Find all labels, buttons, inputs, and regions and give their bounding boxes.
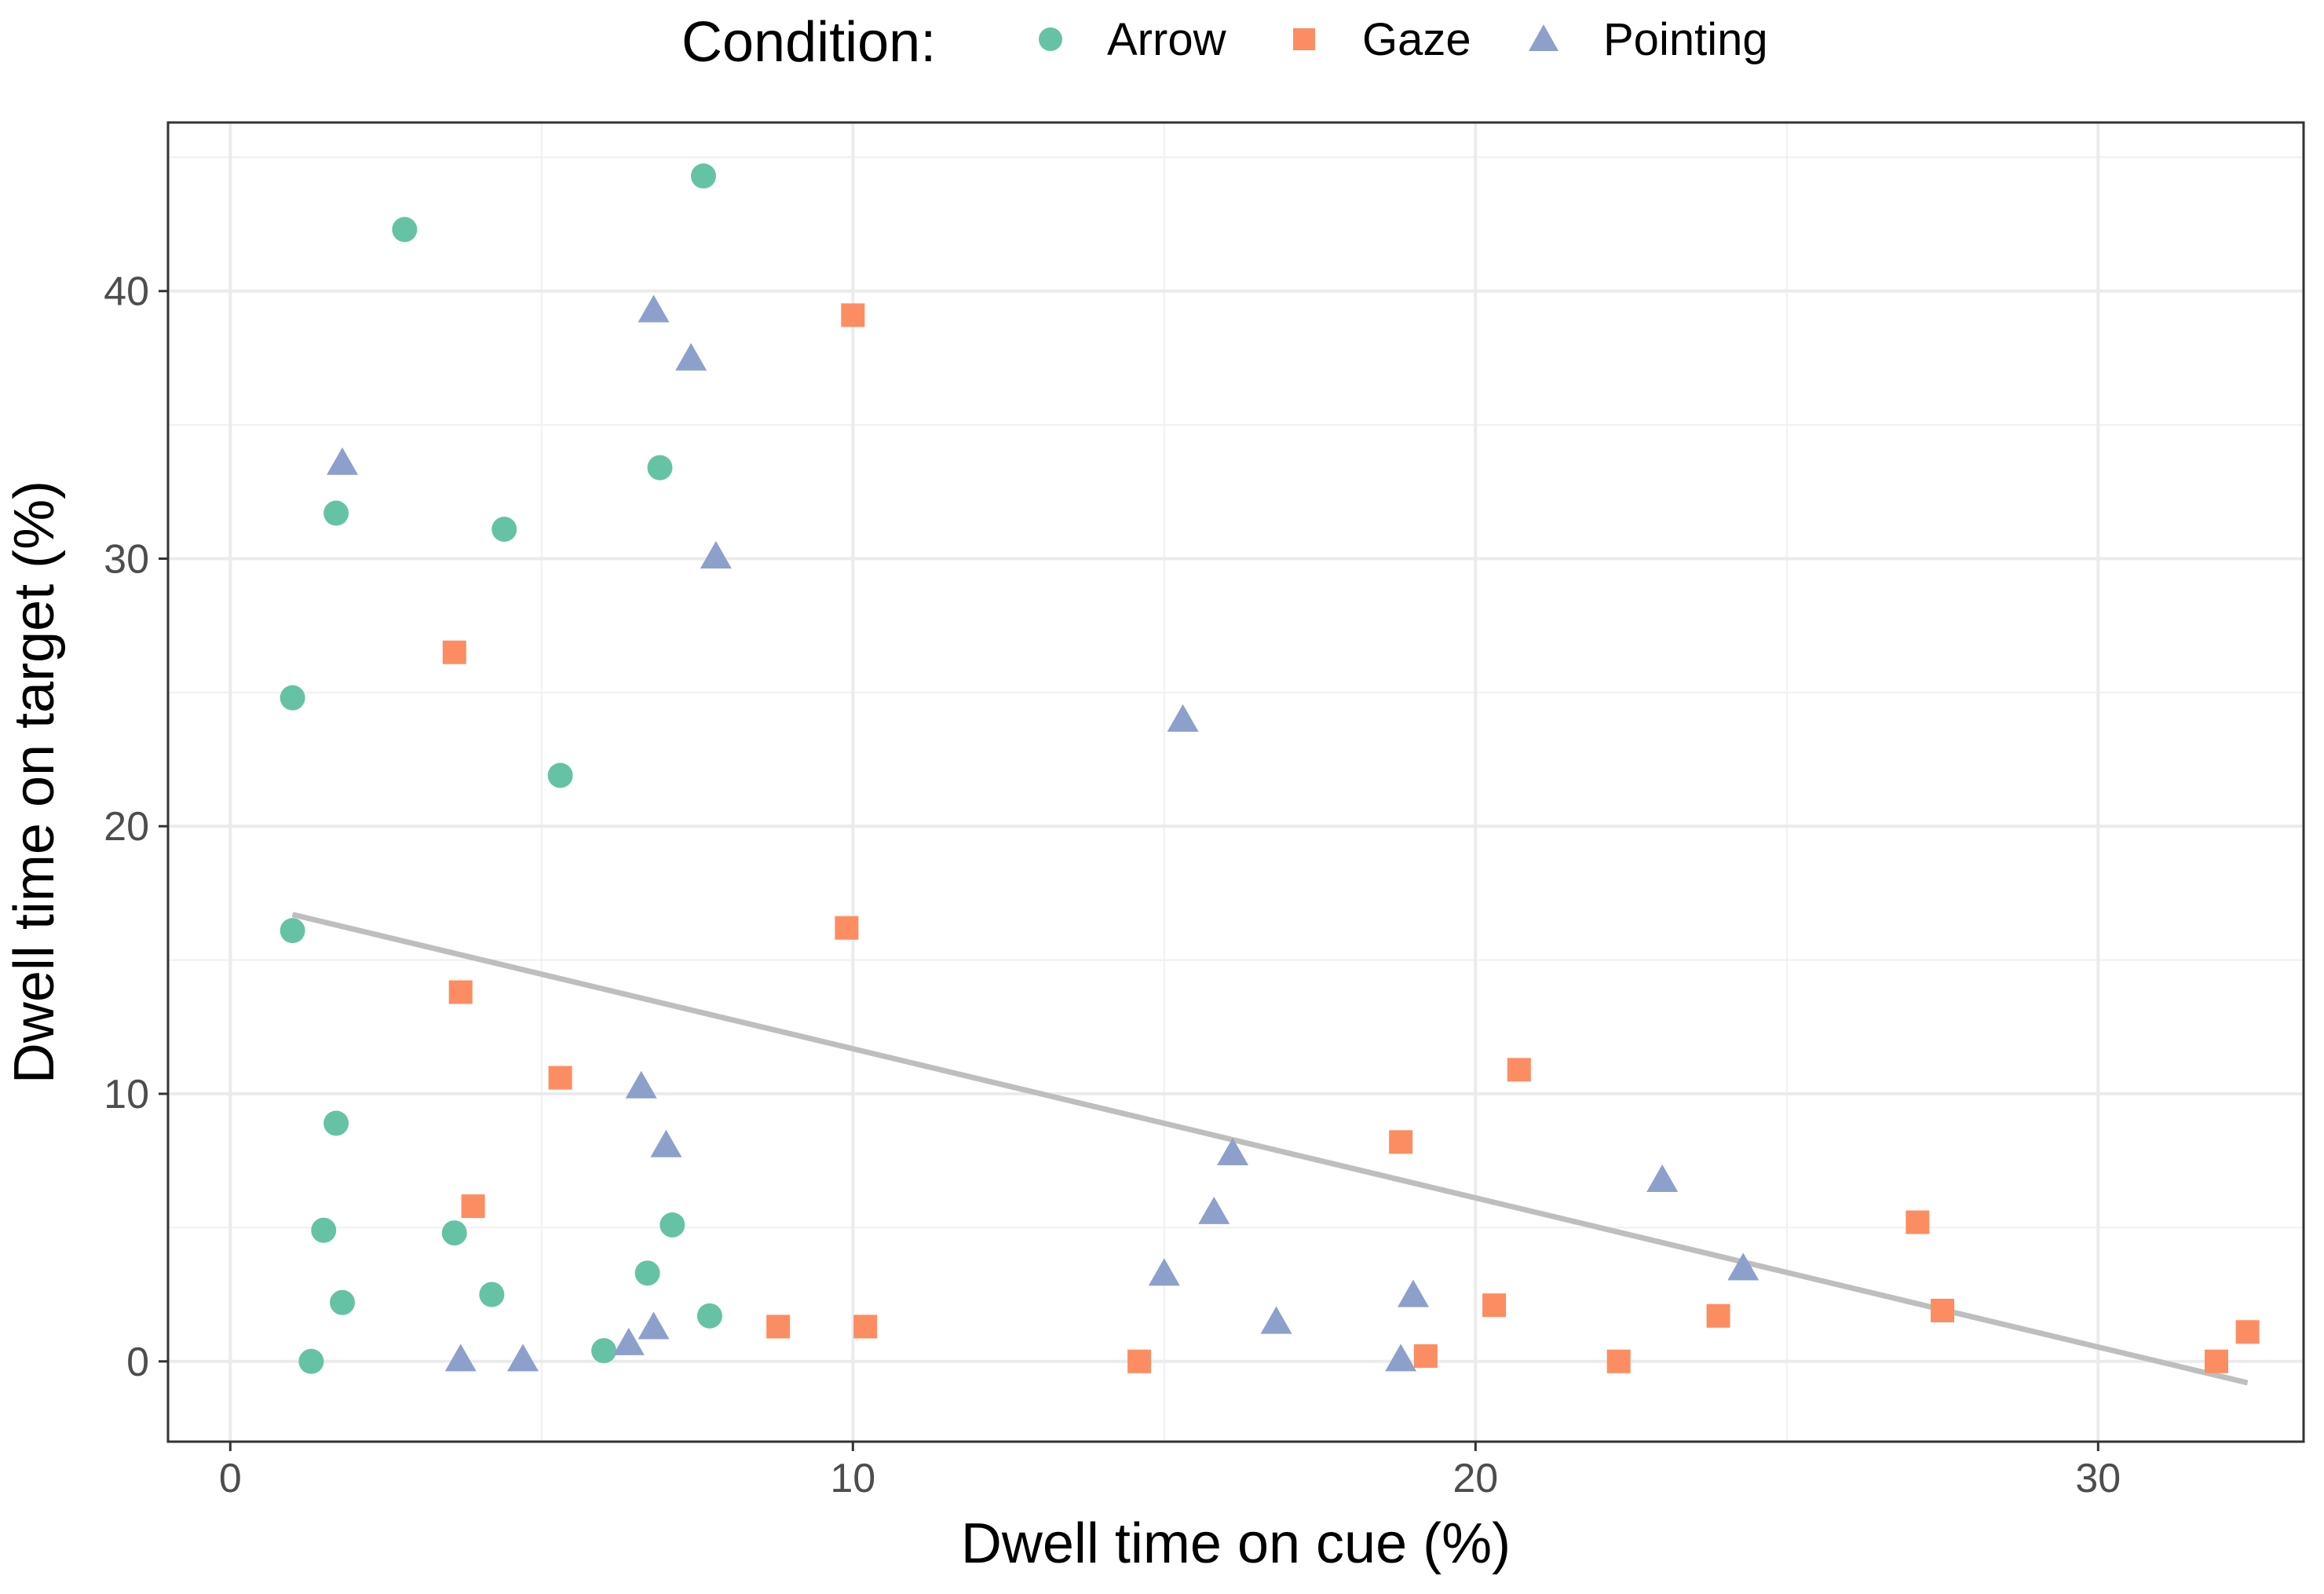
y-tick-label: 40 <box>104 269 149 315</box>
arrow-point <box>298 1348 324 1374</box>
trend-line-layer <box>291 912 2249 1386</box>
pointing-point <box>327 447 359 475</box>
arrow-point <box>441 1220 467 1246</box>
plot-panel-border <box>166 121 2305 1443</box>
gaze-point <box>1906 1210 1930 1234</box>
arrow-point <box>330 1289 356 1315</box>
arrow-point <box>311 1217 337 1243</box>
pointing-point <box>1646 1164 1679 1193</box>
x-axis-title: Dwell time on cue (%) <box>961 1512 1511 1575</box>
gaze-point <box>2235 1320 2260 1344</box>
legend-gaze-marker <box>1293 28 1315 50</box>
data-points-layer <box>280 163 2260 1374</box>
gaze-point <box>2204 1349 2228 1373</box>
legend-title: Condition: <box>681 11 936 74</box>
arrow-point <box>280 918 305 944</box>
pointing-point <box>650 1129 682 1157</box>
arrow-point <box>323 500 349 526</box>
gaze-point <box>1389 1130 1413 1154</box>
gaze-point <box>1931 1299 1955 1323</box>
pointing-point <box>675 342 707 371</box>
arrow-point <box>660 1212 685 1238</box>
legend-arrow-marker <box>1039 27 1062 51</box>
gaze-point <box>1706 1303 1730 1328</box>
arrow-point <box>491 516 517 542</box>
arrow-point <box>647 455 673 481</box>
y-tick-label: 30 <box>104 536 149 582</box>
gaze-point <box>442 640 466 664</box>
arrow-point <box>392 217 418 243</box>
arrow-point <box>591 1338 617 1364</box>
x-tick-label: 30 <box>2075 1456 2121 1501</box>
pointing-point <box>1260 1306 1292 1334</box>
pointing-point <box>1727 1252 1759 1281</box>
gaze-point <box>548 1066 572 1090</box>
arrow-point <box>690 163 716 189</box>
pointing-point <box>507 1344 539 1372</box>
y-axis-ticks: 0 10 20 30 40 <box>104 269 168 1385</box>
gaze-point <box>1606 1349 1631 1373</box>
gaze-point <box>1482 1293 1507 1318</box>
legend: Condition: Arrow Gaze Pointing <box>681 11 1768 74</box>
legend-arrow-label: Arrow <box>1107 14 1227 65</box>
pointing-point <box>1398 1279 1430 1307</box>
pointing-point <box>700 541 732 569</box>
pointing-point <box>1217 1137 1249 1165</box>
arrow-point <box>280 685 305 711</box>
grid-major-lines <box>168 122 2304 1442</box>
pointing-point <box>1167 704 1199 732</box>
arrow-point <box>634 1260 660 1286</box>
y-tick-label: 20 <box>104 804 149 850</box>
gaze-point <box>448 980 473 1004</box>
y-tick-label: 10 <box>104 1072 149 1117</box>
x-axis-ticks: 0 10 20 30 <box>219 1442 2121 1501</box>
arrow-point <box>323 1110 349 1136</box>
arrow-point <box>547 762 573 788</box>
x-tick-label: 0 <box>219 1456 242 1501</box>
pointing-point <box>638 1311 670 1340</box>
grid-minor-lines <box>168 122 2304 1442</box>
legend-pointing-label: Pointing <box>1603 14 1768 65</box>
arrow-point <box>479 1281 505 1307</box>
pointing-point <box>1385 1344 1417 1372</box>
gaze-point <box>1413 1344 1438 1368</box>
legend-pointing-marker <box>1529 24 1558 51</box>
gaze-point <box>853 1314 878 1339</box>
gaze-point <box>461 1194 485 1219</box>
y-axis-title: Dwell time on target (%) <box>3 481 66 1084</box>
pointing-point <box>638 294 670 323</box>
arrow-point <box>696 1303 722 1329</box>
gaze-point <box>835 916 859 940</box>
pointing-point <box>444 1344 477 1372</box>
legend-gaze-label: Gaze <box>1362 14 1471 65</box>
gaze-point <box>841 303 865 327</box>
pointing-point <box>1198 1196 1230 1224</box>
gaze-point <box>1507 1058 1531 1082</box>
pointing-point <box>625 1070 657 1099</box>
gaze-point <box>1127 1349 1152 1373</box>
x-tick-label: 10 <box>830 1456 875 1501</box>
pointing-point <box>612 1327 645 1355</box>
y-tick-label: 0 <box>126 1340 149 1385</box>
trend-line <box>291 912 2249 1386</box>
x-tick-label: 20 <box>1452 1456 1498 1501</box>
gaze-point <box>766 1314 791 1339</box>
pointing-point <box>1148 1258 1180 1286</box>
